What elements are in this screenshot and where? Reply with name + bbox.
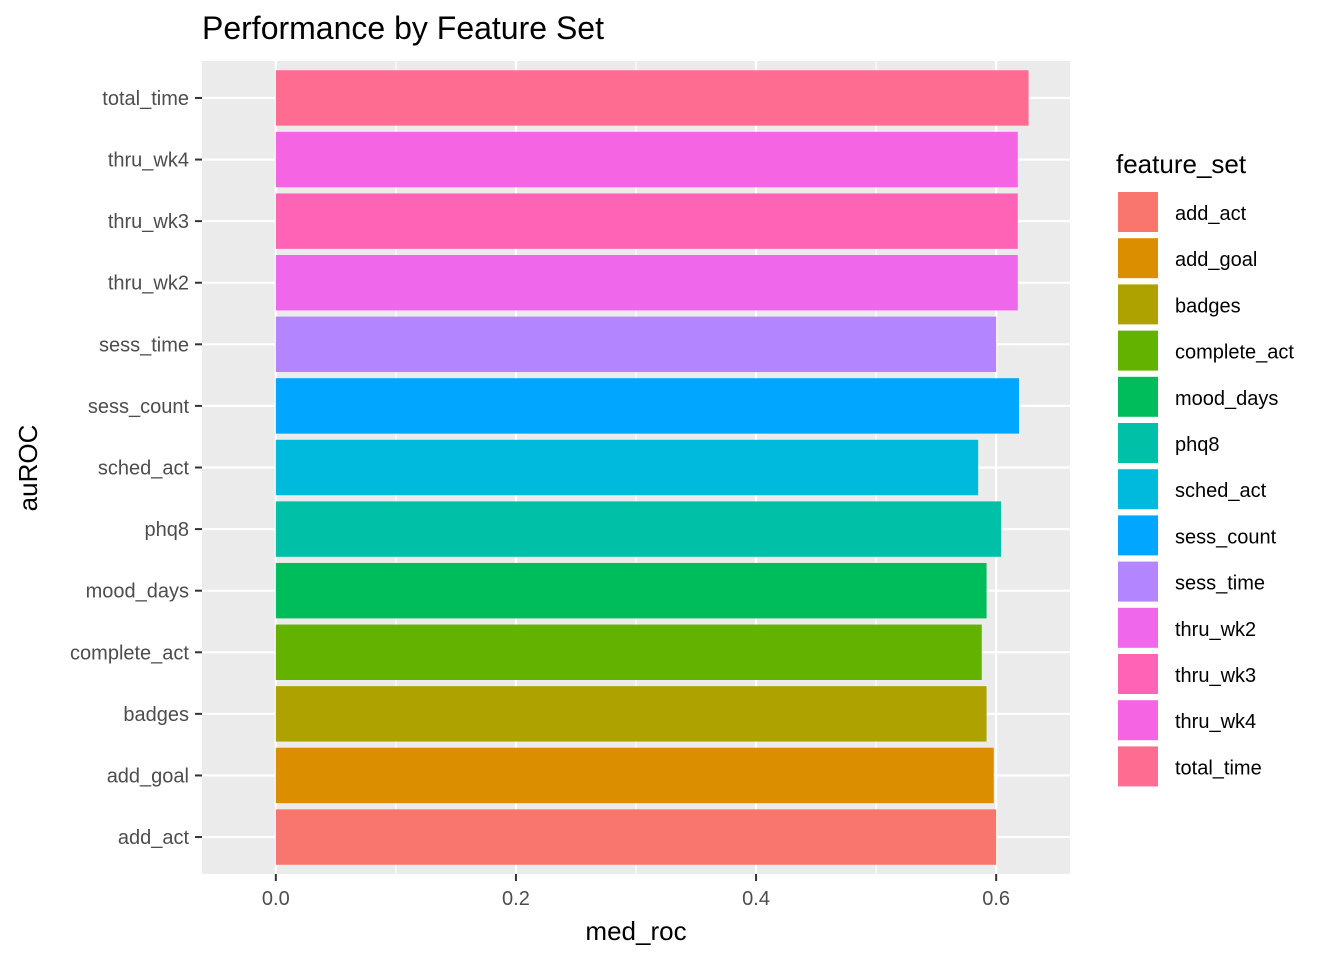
legend-label: thru_wk3 [1175,665,1256,687]
bar-add_act [275,809,997,865]
bar-thru_wk4 [275,131,1018,188]
legend-swatch [1116,698,1160,743]
legend-label: mood_days [1175,388,1278,410]
legend-label: sess_time [1175,573,1265,595]
legend-label: sess_count [1175,526,1277,548]
bar-complete_act [275,624,982,680]
legend-swatch [1116,282,1160,327]
bar-phq8 [275,501,1001,557]
chart-title: Performance by Feature Set [202,10,604,46]
legend-swatch [1116,605,1160,650]
y-tick-label: thru_wk4 [108,150,189,172]
legend-label: badges [1175,295,1241,317]
y-tick-label: thru_wk2 [108,273,189,295]
legend-swatch [1116,467,1160,512]
legend-label: phq8 [1175,434,1220,456]
legend-title: feature_set [1116,149,1247,179]
legend-label: complete_act [1175,342,1294,364]
legend-swatch [1116,652,1160,696]
x-axis-title: med_roc [585,916,686,946]
y-tick-label: mood_days [86,581,189,603]
bar-total_time [275,70,1029,126]
x-tick-label: 0.4 [742,888,770,910]
legend-swatch [1116,190,1160,234]
bar-add_goal [275,747,994,804]
y-tick-label: add_goal [107,765,189,787]
y-tick-label: thru_wk3 [108,211,189,233]
legend-label: add_goal [1175,249,1257,271]
bar-mood_days [275,562,987,619]
legend-swatch [1116,421,1160,465]
legend-label: add_act [1175,203,1247,225]
legend-label: thru_wk2 [1175,619,1256,641]
legend-label: total_time [1175,757,1262,779]
x-tick-label: 0.6 [982,888,1010,910]
bar-sess_count [275,378,1019,434]
y-axis: add_act add_goal badges complete_act mood_da… [70,88,202,849]
bar-badges [275,686,987,742]
y-tick-label: phq8 [145,519,190,541]
bar-thru_wk3 [275,193,1018,249]
y-tick-label: sess_time [99,334,189,356]
legend-swatch [1116,744,1160,789]
legend-swatch [1116,559,1160,604]
legend-swatch [1116,236,1160,281]
legend-swatch [1116,328,1160,373]
legend-swatch [1116,374,1160,419]
y-tick-label: sched_act [98,458,190,480]
bar-sched_act [275,439,979,496]
bar-sess_time [275,316,997,373]
y-tick-label: badges [123,704,189,726]
y-axis-title: auROC [13,425,43,512]
y-tick-label: add_act [118,827,190,849]
x-axis: 0.0 0.2 0.4 0.6 [262,874,1010,910]
y-tick-label: sess_count [88,396,190,418]
y-tick-label: complete_act [70,642,189,664]
y-tick-label: total_time [102,88,189,110]
x-tick-label: 0.2 [502,888,530,910]
bars [275,70,1029,865]
legend-label: sched_act [1175,480,1267,502]
x-tick-label: 0.0 [262,888,290,910]
legend-swatch [1116,513,1160,558]
bar-thru_wk2 [275,255,1018,311]
legend-label: thru_wk4 [1175,711,1256,733]
